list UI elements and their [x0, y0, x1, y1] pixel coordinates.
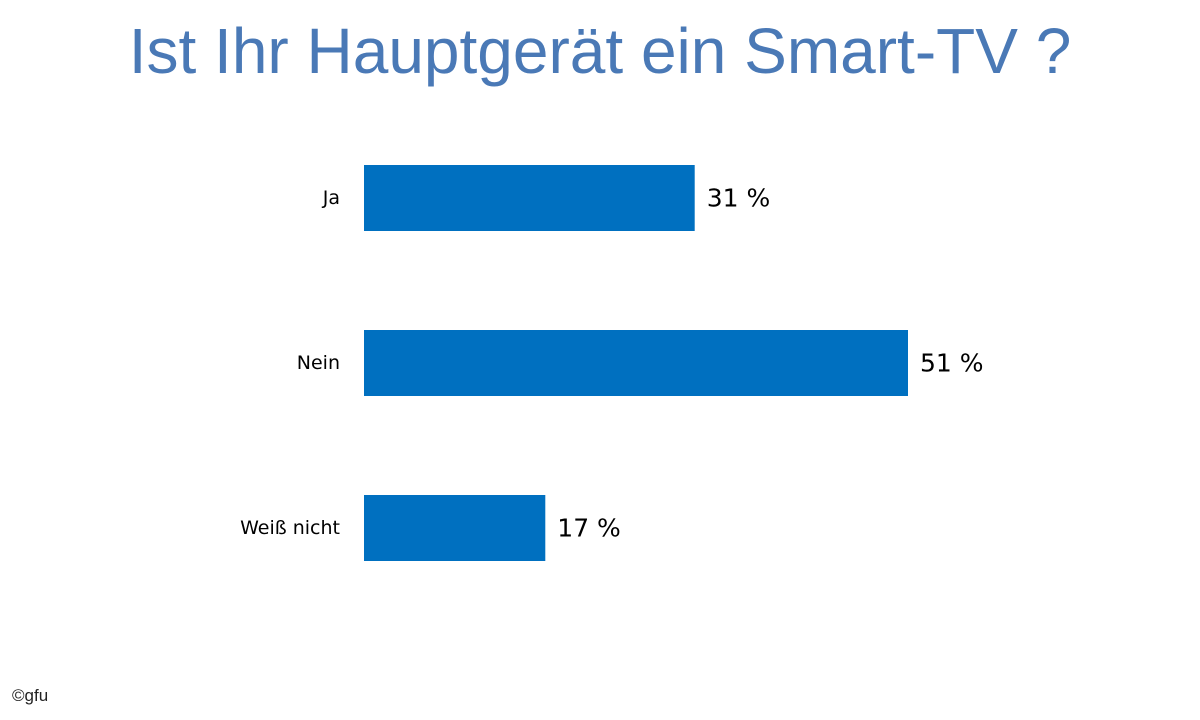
- category-label-1: Nein: [297, 352, 340, 374]
- category-labels-group: Ja Nein Weiß nicht: [240, 187, 340, 539]
- copyright-icon: ©: [12, 686, 25, 705]
- bar-0: [364, 165, 695, 231]
- copyright-notice: ©gfu: [12, 686, 48, 706]
- value-label-1: 51 %: [920, 349, 984, 378]
- value-labels-group: 31 % 51 % 17 %: [557, 184, 983, 543]
- category-label-0: Ja: [322, 187, 340, 209]
- copyright-text: gfu: [24, 686, 49, 705]
- bar-1: [364, 330, 908, 396]
- chart-title: Ist Ihr Hauptgerät ein Smart-TV ?: [128, 15, 1072, 87]
- value-label-0: 31 %: [707, 184, 771, 213]
- bars-group: [364, 165, 908, 561]
- value-label-2: 17 %: [557, 514, 621, 543]
- category-label-2: Weiß nicht: [240, 517, 340, 539]
- bar-2: [364, 495, 546, 561]
